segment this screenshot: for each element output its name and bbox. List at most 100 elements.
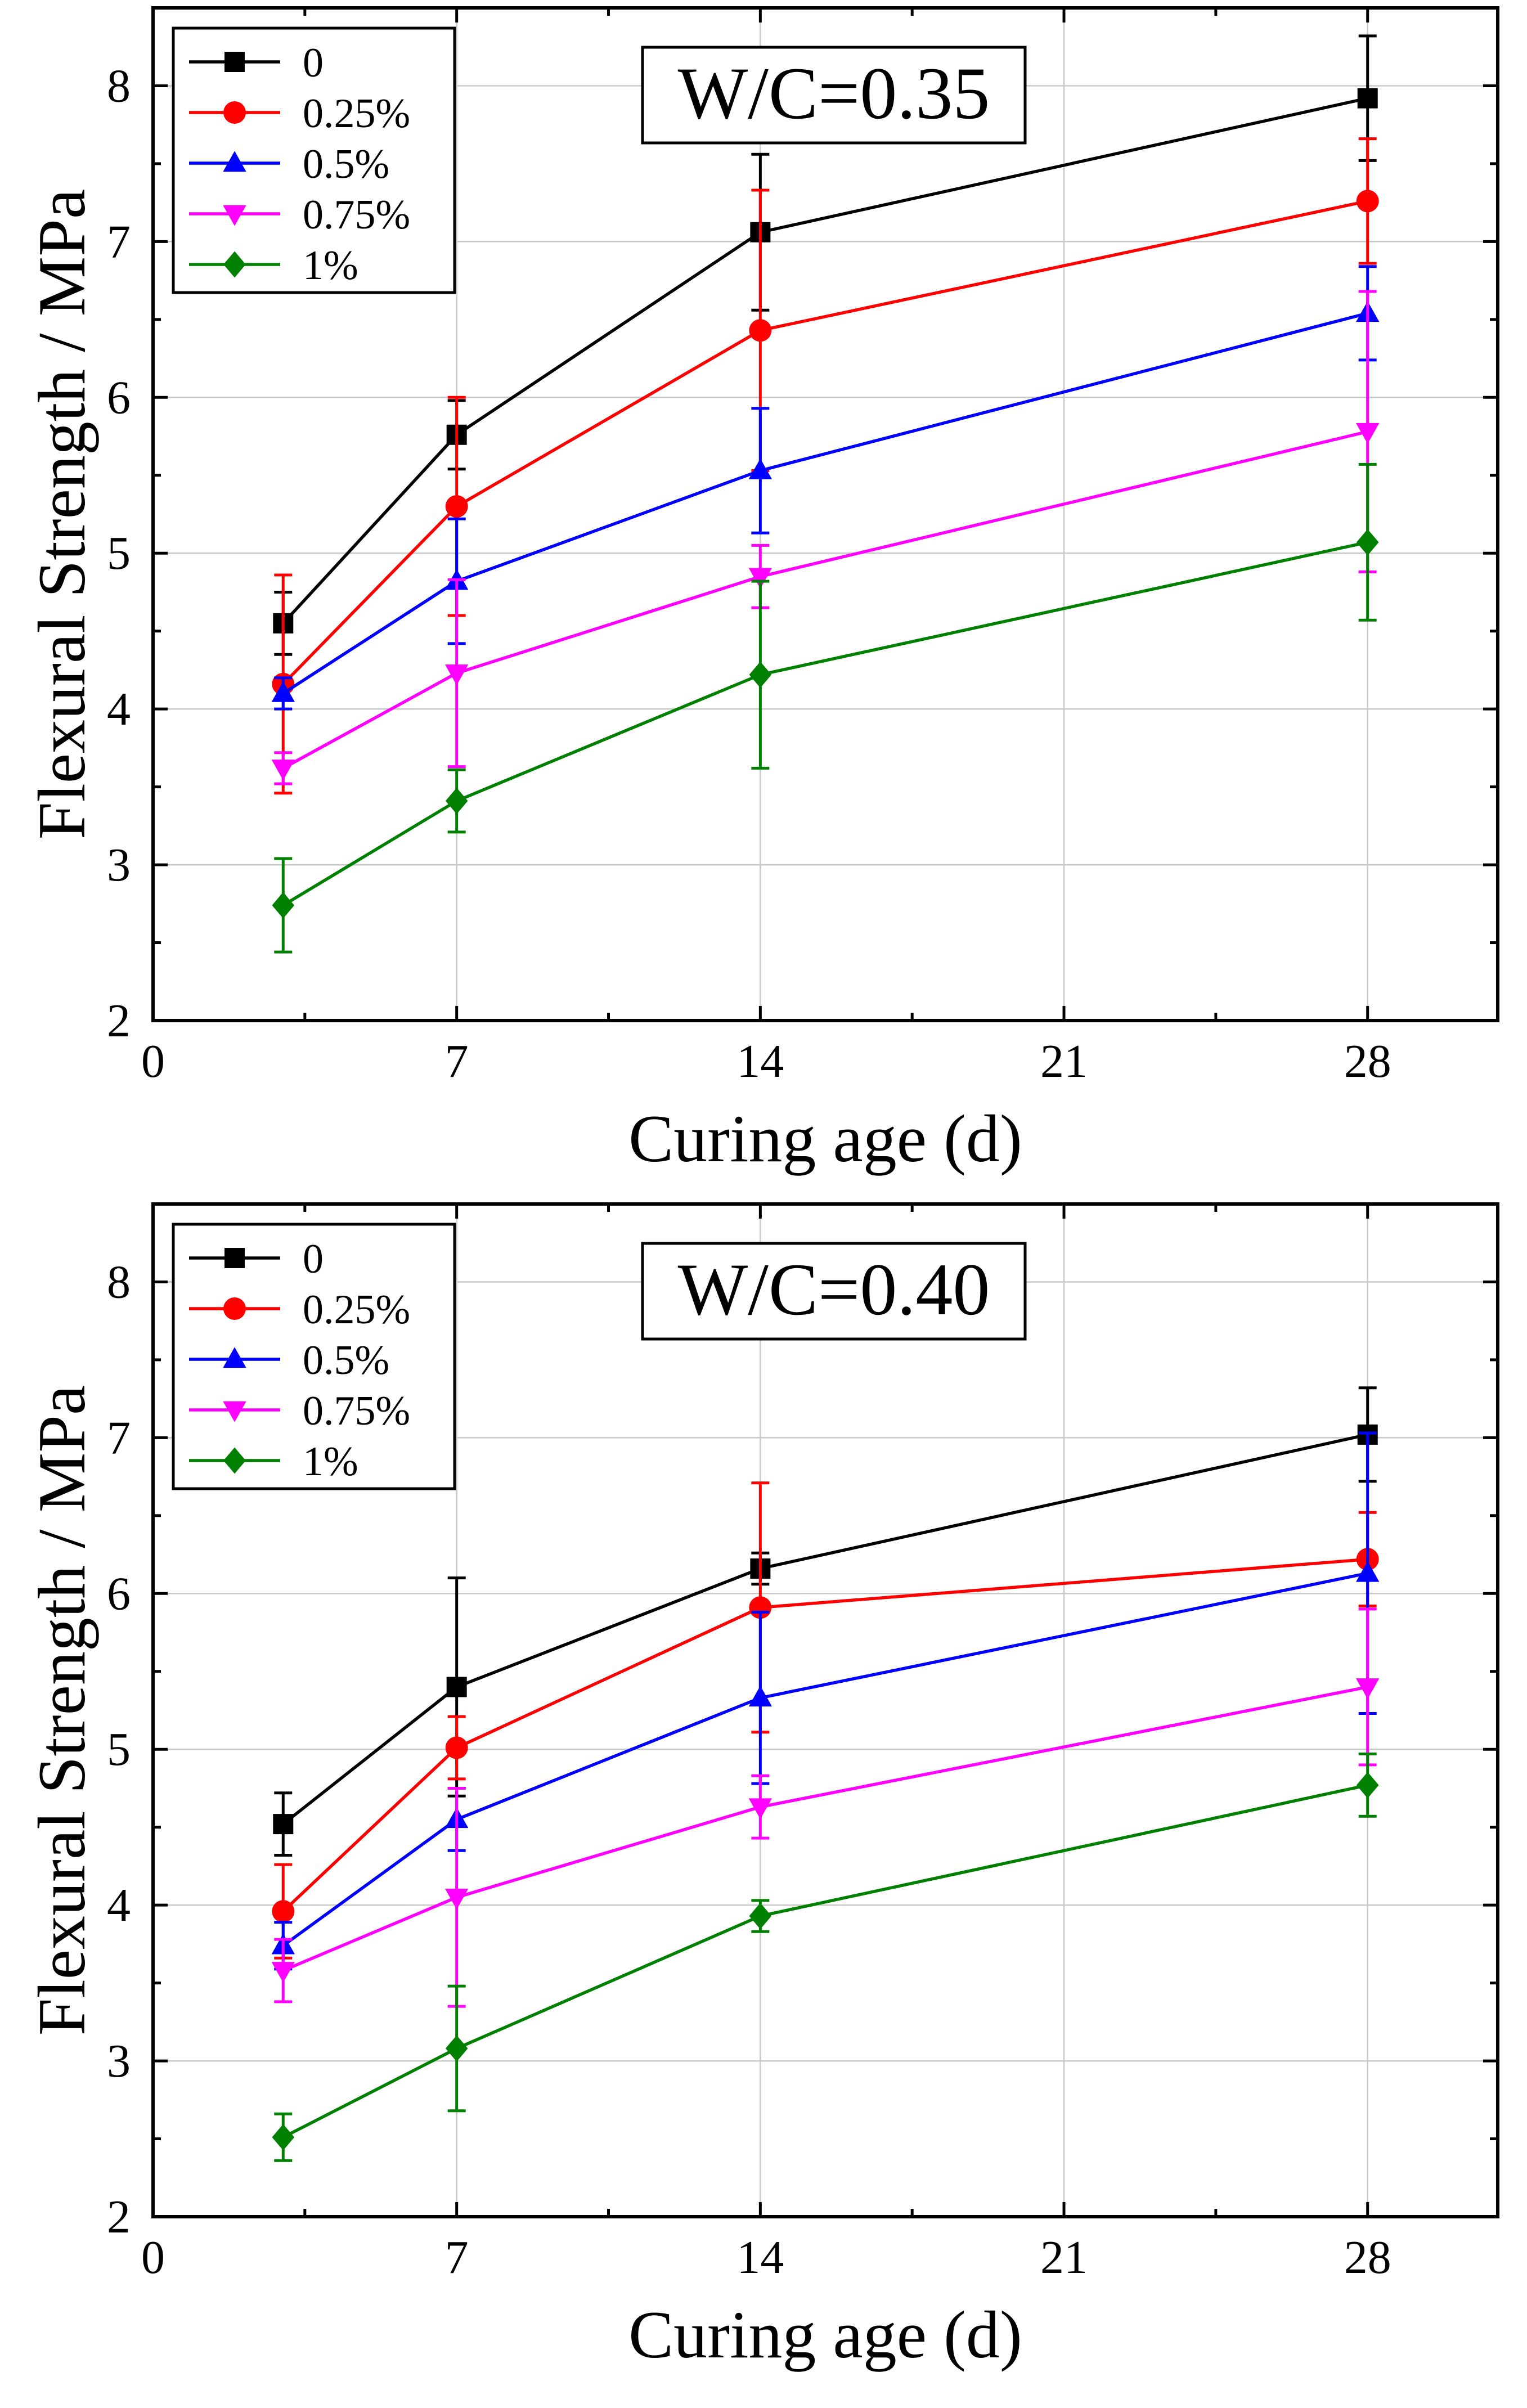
series-line <box>282 1557 1368 1913</box>
legend-label: 0.5% <box>303 1337 389 1383</box>
legend-box <box>172 1223 456 1490</box>
data-point <box>273 1814 294 1835</box>
x-tick-label: 28 <box>1344 2231 1391 2284</box>
x-tick-label: 28 <box>1344 1035 1391 1088</box>
data-point <box>748 458 773 479</box>
x-tick-label: 21 <box>1040 1035 1088 1088</box>
legend-label: 0.5% <box>303 141 389 187</box>
legend-marker <box>223 1297 246 1320</box>
series-line <box>282 541 1368 907</box>
x-axis-label: Curing age (d) <box>628 2297 1022 2372</box>
data-point <box>1356 423 1380 444</box>
legend-marker <box>223 251 246 278</box>
y-tick-label: 6 <box>107 1567 131 1620</box>
legend-entry: 0.5% <box>189 1337 389 1383</box>
y-tick-label: 3 <box>107 2035 131 2087</box>
chart-panel-wc035: 0 7 14 21 28 2 3 4 5 6 7 8 0 0.25%0.5% 0.75%1% W/C=0.… <box>24 6 1499 1176</box>
legend-entry: 0.75% <box>189 192 410 238</box>
legend: 0 0.25%0.5% 0.75% 1% <box>172 1223 456 1490</box>
legend-entry: 1% <box>189 1439 358 1485</box>
data-point <box>271 681 295 702</box>
legend-entry: 0.5% <box>189 141 389 187</box>
data-point <box>445 495 468 518</box>
legend-entry: 0.25% <box>189 1287 410 1333</box>
series-line <box>282 430 1368 770</box>
series-line <box>282 1783 1368 2139</box>
legend-label: 1% <box>303 1439 358 1485</box>
legend-label: 0 <box>303 40 324 86</box>
chart-title: W/C=0.35 <box>678 52 990 134</box>
y-tick-label: 7 <box>107 215 131 268</box>
legend-marker <box>223 101 246 124</box>
y-tick-label: 5 <box>107 527 131 579</box>
data-point <box>748 1686 773 1707</box>
data-point <box>272 892 295 919</box>
legend-label: 0 <box>303 1236 324 1282</box>
series-line <box>282 1433 1368 1826</box>
series-line <box>282 96 1368 625</box>
legend-entry: 0.75% <box>189 1388 410 1434</box>
series-2 <box>271 265 1380 711</box>
data-point <box>748 568 773 589</box>
y-tick-label: 8 <box>107 60 131 112</box>
x-tick-label: 7 <box>445 2231 469 2284</box>
series-3 <box>271 290 1380 785</box>
legend: 0 0.25%0.5% 0.75%1% <box>172 26 456 294</box>
legend-marker <box>223 1401 246 1422</box>
data-point <box>1356 190 1379 213</box>
data-point <box>444 1889 469 1910</box>
legend-label: 0.75% <box>303 192 410 238</box>
y-tick-label: 8 <box>107 1256 131 1308</box>
y-tick-label: 4 <box>107 1879 131 1931</box>
data-point <box>749 319 772 342</box>
series-1 <box>272 137 1379 795</box>
series-line <box>282 312 1368 695</box>
legend-label: 0.75% <box>303 1388 410 1434</box>
data-point <box>749 661 772 688</box>
data-point <box>1356 1561 1380 1582</box>
legend-box <box>172 26 456 294</box>
data-point <box>272 1900 295 1923</box>
series-line <box>282 1571 1368 1947</box>
legend-label: 0.25% <box>303 91 410 137</box>
y-tick-label: 4 <box>107 683 131 735</box>
chart-title-box <box>641 1242 1027 1341</box>
y-tick-label: 3 <box>107 839 131 891</box>
x-tick-label: 7 <box>445 1035 469 1088</box>
data-point <box>1356 1678 1380 1700</box>
data-point <box>446 1677 467 1697</box>
data-point <box>445 1736 468 1759</box>
legend-marker <box>223 151 246 172</box>
x-tick-label: 14 <box>736 2231 784 2284</box>
legend-entry: 0.25% <box>189 91 410 137</box>
data-point <box>1356 1772 1379 1799</box>
legend-entry: 0 <box>189 40 324 86</box>
y-axis-label: Flexural Strength / MPa <box>24 189 99 840</box>
chart-panel-wc040: 0 7 14 21 28 2 3 4 5 6 7 8 0 0.25%0.5% 0.75% 1% W/C=0.… <box>24 1202 1499 2372</box>
data-point <box>445 788 468 814</box>
y-tick-label: 2 <box>107 2191 131 2243</box>
legend-label: 1% <box>303 242 358 289</box>
data-point <box>444 664 469 686</box>
data-point <box>445 2035 468 2062</box>
legend-marker <box>224 1248 245 1268</box>
legend-marker <box>223 205 246 226</box>
legend-marker <box>224 52 245 72</box>
x-axis-label: Curing age (d) <box>628 1101 1022 1176</box>
series-line <box>282 1685 1368 1972</box>
data-point <box>748 1798 773 1820</box>
series-1 <box>272 1481 1379 1960</box>
y-tick-label: 5 <box>107 1723 131 1776</box>
data-point <box>749 1903 772 1929</box>
chart-title-box <box>641 46 1027 145</box>
plot-frame <box>151 1202 1499 2218</box>
y-tick-label: 6 <box>107 371 131 424</box>
y-axis-label: Flexural Strength / MPa <box>24 1385 99 2036</box>
series-4 <box>272 1753 1379 2162</box>
plot-frame <box>151 6 1499 1022</box>
series-line <box>282 199 1368 685</box>
legend-marker <box>223 1347 246 1368</box>
data-point <box>271 760 295 780</box>
data-point <box>1356 529 1379 556</box>
